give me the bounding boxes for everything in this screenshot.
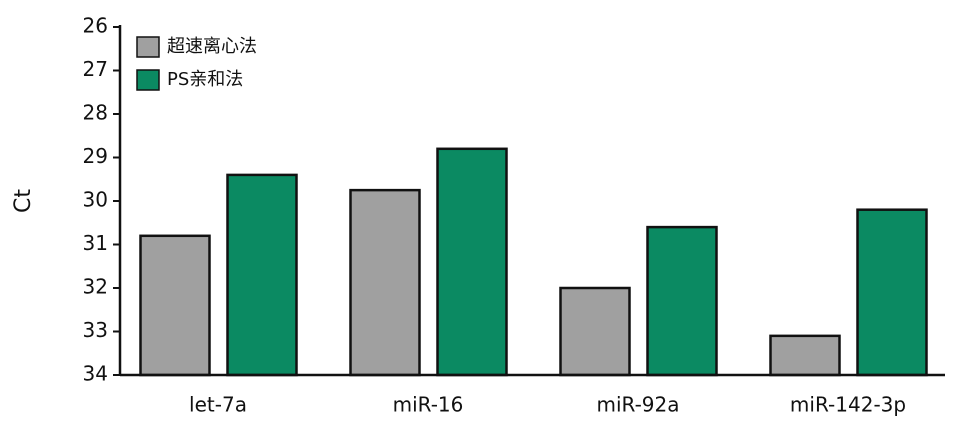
bar xyxy=(856,208,928,377)
bar xyxy=(646,225,718,377)
bar xyxy=(436,147,508,377)
y-tick-label: 29 xyxy=(83,144,108,168)
y-tick-label: 32 xyxy=(83,275,108,299)
x-tick-label: miR-16 xyxy=(393,393,464,417)
y-tick-label: 26 xyxy=(83,14,108,38)
bar xyxy=(769,334,841,377)
legend-label: 超速离心法 xyxy=(167,36,257,57)
legend-swatch xyxy=(136,69,160,91)
x-tick-label: miR-142-3p xyxy=(790,393,906,417)
y-axis-label: Ct xyxy=(11,189,36,213)
bar xyxy=(559,286,631,377)
legend-label: PS亲和法 xyxy=(167,69,243,90)
legend-swatch xyxy=(136,36,160,58)
y-tick-label: 27 xyxy=(83,57,108,81)
y-tick-label: 33 xyxy=(83,318,108,342)
bar xyxy=(226,173,298,377)
bar xyxy=(349,188,421,377)
x-tick-label: let-7a xyxy=(189,393,247,417)
y-tick-label: 31 xyxy=(83,231,108,255)
bar xyxy=(139,234,211,377)
y-tick-label: 30 xyxy=(83,188,108,212)
x-tick-label: miR-92a xyxy=(596,393,679,417)
y-tick-label: 34 xyxy=(83,362,108,386)
y-tick-label: 28 xyxy=(83,101,108,125)
